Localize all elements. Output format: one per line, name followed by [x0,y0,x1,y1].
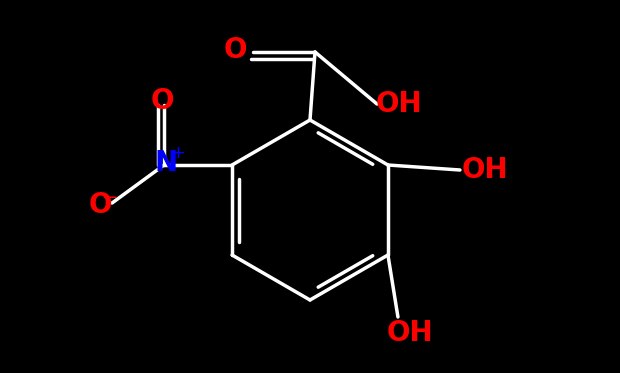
Text: N: N [154,149,177,177]
Text: OH: OH [387,319,433,347]
Text: OH: OH [376,90,422,118]
Text: +: + [170,144,185,162]
Text: OH: OH [462,156,508,184]
Text: O: O [88,191,112,219]
Text: O: O [223,36,247,64]
Text: O: O [150,87,174,115]
Text: −: − [102,188,118,207]
